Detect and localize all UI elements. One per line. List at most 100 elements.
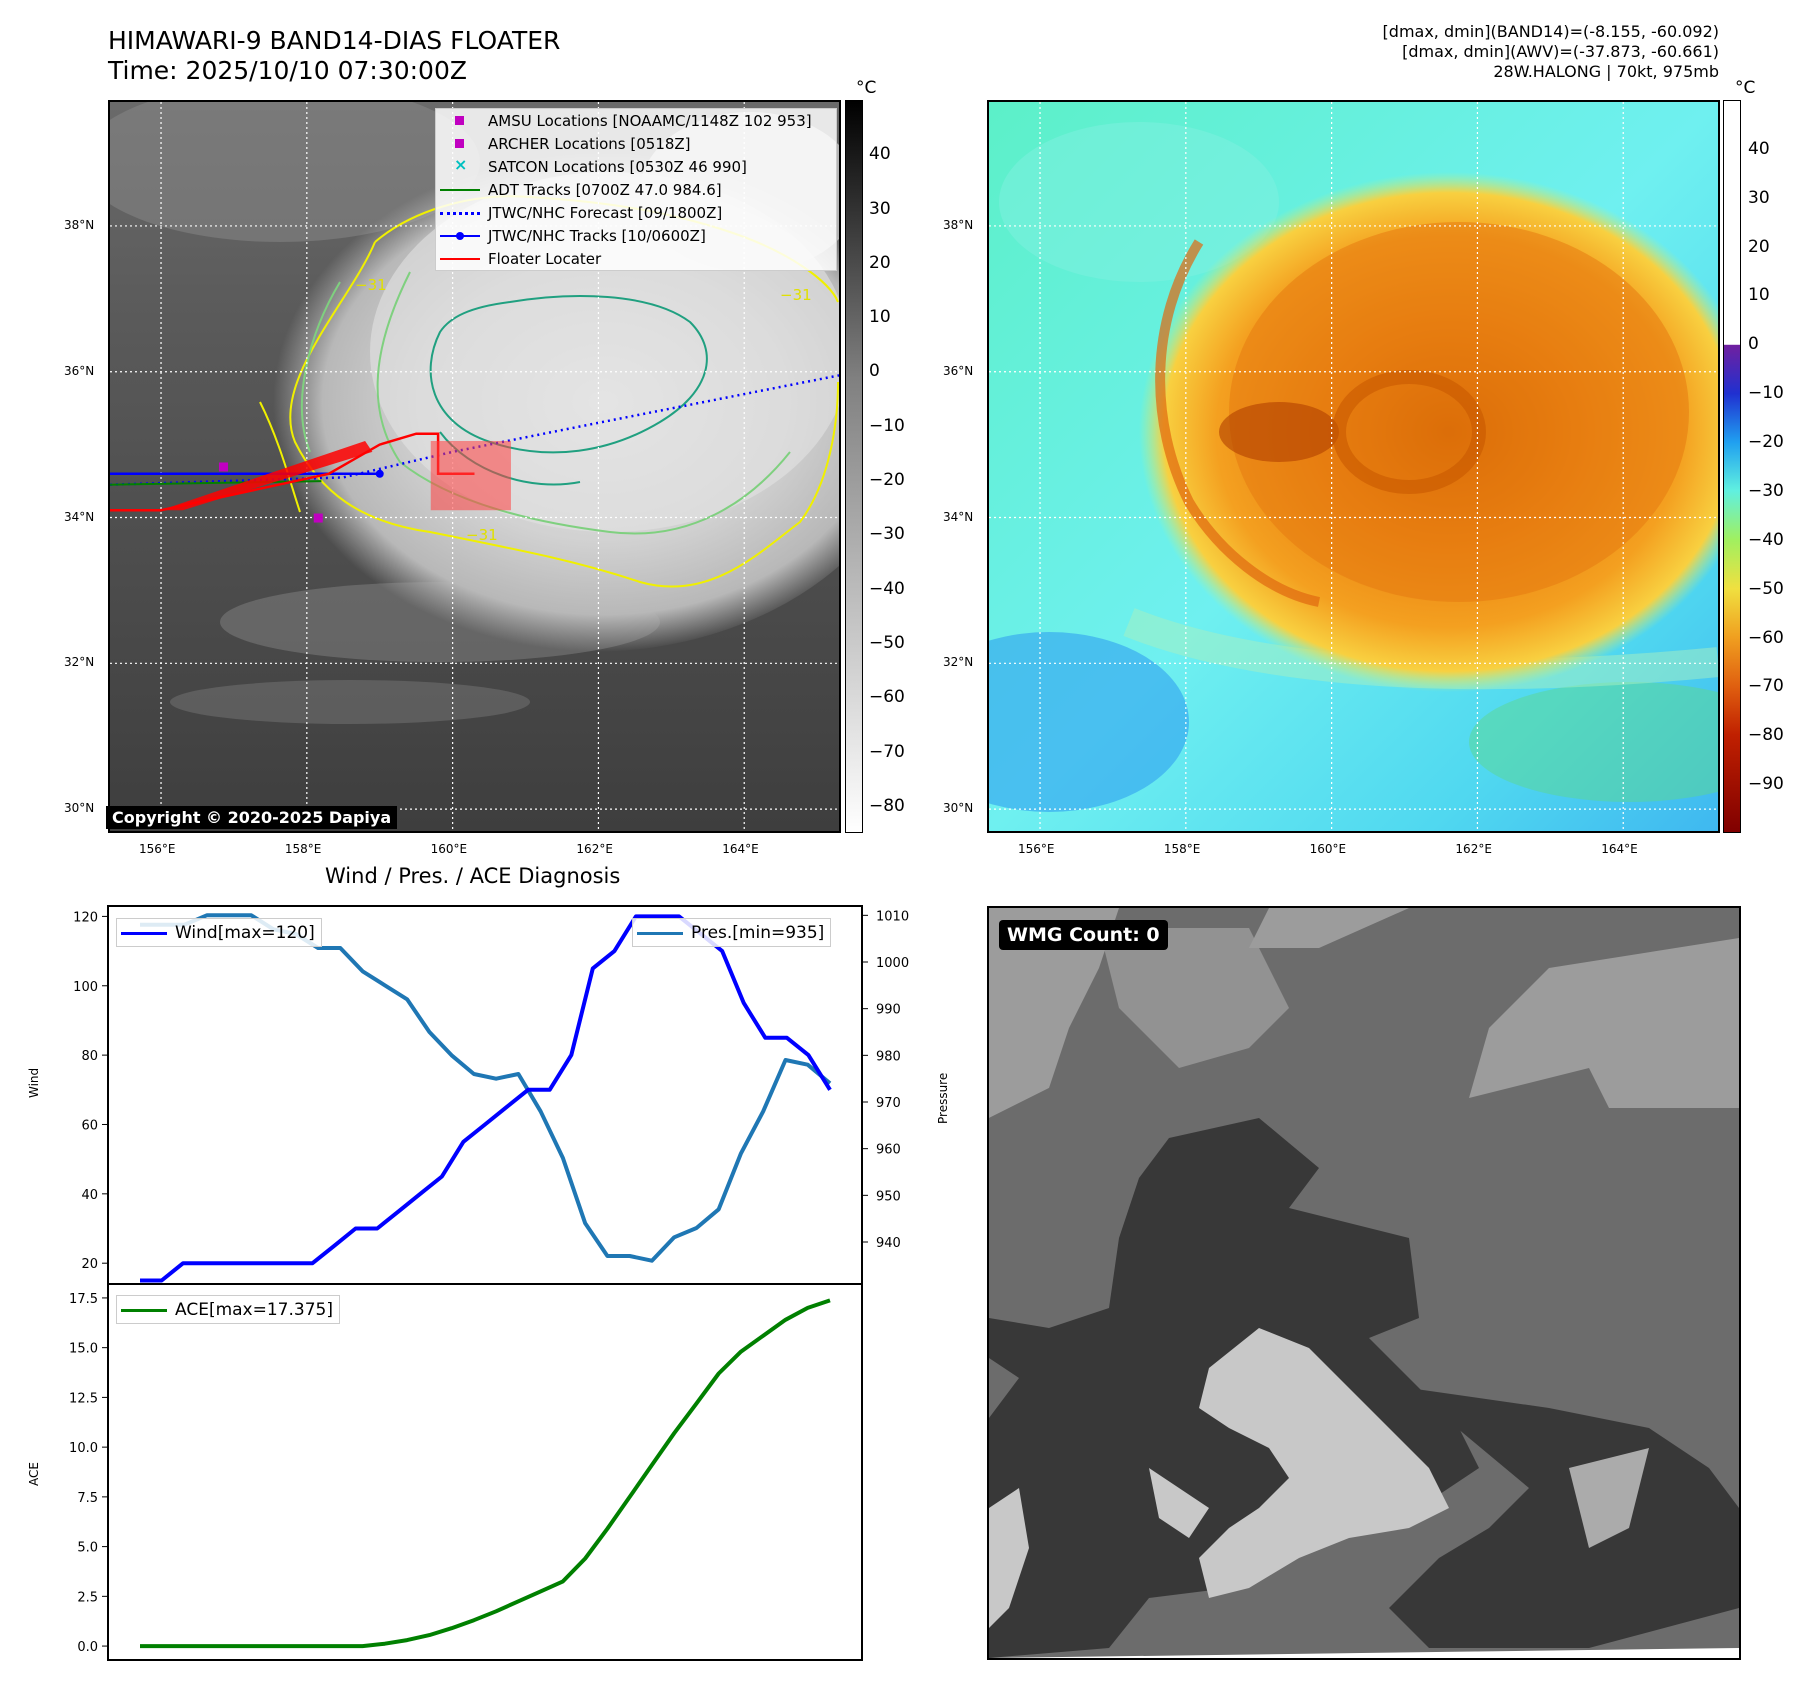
wind-tick-label: 100 <box>73 980 98 995</box>
legend-key-icon <box>440 114 480 128</box>
jtwc-forecast-line <box>110 374 839 486</box>
pressure-axis-title: Pressure <box>936 1072 950 1124</box>
lat-tick-label: 34°N <box>64 509 95 524</box>
pressure-tick-label: 980 <box>876 1049 901 1064</box>
wind-axis-title: Wind <box>27 1067 41 1098</box>
colorbar-tick-label: −10 <box>1748 383 1784 404</box>
colorbar-tick-label: −50 <box>869 632 905 653</box>
contour-label: −31 <box>780 286 812 304</box>
colorbar-tick-label: −20 <box>1748 432 1784 453</box>
wind-tick-label: 20 <box>81 1257 98 1272</box>
color-colorbar <box>1723 100 1741 833</box>
wind-series-line <box>140 914 832 1283</box>
pressure-series-line <box>140 913 832 1263</box>
ace-chart: 0.0 2.5 5.0 7.5 10.0 12.5 15.0 17.5 <box>69 1283 863 1661</box>
floater-locater-fan <box>161 441 373 511</box>
wmg-count-badge: WMG Count: 0 <box>999 920 1168 950</box>
pressure-legend-label: Pres.[min=935] <box>691 922 825 943</box>
colorbar-tick-label: −60 <box>869 687 905 708</box>
lat-tick-label: 38°N <box>943 217 974 232</box>
lat-tick-label: 32°N <box>943 655 974 670</box>
contour-label: −31 <box>466 526 498 544</box>
legend-label: ADT Tracks [0700Z 47.0 984.6] <box>488 180 722 199</box>
lat-tick-label: 30°N <box>64 801 95 816</box>
ace-tick-label: 0.0 <box>77 1640 98 1655</box>
legend-label: ARCHER Locations [0518Z] <box>488 134 691 153</box>
legend-entry: AMSU Locations [NOAAMC/1148Z 102 953] <box>436 109 836 132</box>
colorbar-tick-label: −30 <box>1748 480 1784 501</box>
colorbar-tick-label: −80 <box>869 795 905 816</box>
gray-colorbar <box>845 100 863 833</box>
floater-box <box>430 440 511 511</box>
wmg-image <box>989 908 1739 1658</box>
colorbar-tick-label: 10 <box>1748 285 1770 306</box>
colorbar-tick-label: 40 <box>1748 138 1770 159</box>
pressure-tick-label: 940 <box>876 1236 901 1251</box>
wind-pressure-chart: 20 40 60 80 100 120 940 950 960 970 980 990 1000 1010 <box>73 905 909 1285</box>
contour-label: −31 <box>355 276 387 294</box>
lon-tick-label: 156°E <box>1018 842 1055 856</box>
legend-label: SATCON Locations [0530Z 46 990] <box>488 157 747 176</box>
legend-entry: ARCHER Locations [0518Z] <box>436 132 836 155</box>
colorbar-tick-label: −20 <box>869 470 905 491</box>
lon-tick-label: 158°E <box>284 842 322 856</box>
legend-key-icon <box>440 137 480 151</box>
colorbar-tick-label: 10 <box>869 307 891 328</box>
colorbar-tick-label: −30 <box>869 524 905 545</box>
ace-series-line <box>140 1298 831 1649</box>
adt-track-line <box>110 480 322 486</box>
awv-range: [dmax, dmin](AWV)=(-37.873, -60.661) <box>1402 42 1719 61</box>
ace-tick-label: 2.5 <box>77 1590 98 1605</box>
pressure-tick-label: 970 <box>876 1096 901 1111</box>
colorbar-tick-label: −10 <box>869 415 905 436</box>
awv-map-panel <box>987 100 1720 833</box>
awv-map-image <box>989 102 1718 831</box>
lat-tick-label: 32°N <box>64 655 95 670</box>
wind-tick-label: 120 <box>73 910 98 925</box>
pressure-tick-label: 960 <box>876 1143 901 1158</box>
lon-tick-label: 164°E <box>722 842 759 856</box>
ace-tick-label: 10.0 <box>69 1441 98 1456</box>
legend-entry: ADT Tracks [0700Z 47.0 984.6] <box>436 178 836 201</box>
colorbar-tick-label: −40 <box>869 578 905 599</box>
amsu-location-marker <box>218 462 228 472</box>
lat-tick-label: 36°N <box>64 363 95 378</box>
figure-title: HIMAWARI-9 BAND14-DIAS FLOATER <box>108 26 561 55</box>
wind-legend: Wind[max=120] <box>116 918 322 947</box>
legend-entry: JTWC/NHC Tracks [10/0600Z] <box>436 224 836 247</box>
lat-tick-label: 36°N <box>943 363 974 378</box>
lon-tick-label: 162°E <box>576 842 613 856</box>
ace-legend: ACE[max=17.375] <box>116 1295 340 1324</box>
legend-entry: JTWC/NHC Forecast [09/1800Z] <box>436 201 836 224</box>
colorbar-tick-label: 20 <box>869 252 891 273</box>
colorbar-tick-label: −80 <box>1748 725 1784 746</box>
lon-tick-label: 160°E <box>1309 842 1347 856</box>
pressure-legend: Pres.[min=935] <box>632 918 832 947</box>
legend-key-icon: × <box>454 154 468 174</box>
ace-axis-title: ACE <box>27 1462 41 1486</box>
colorbar-tick-label: −50 <box>1748 578 1784 599</box>
storm-info: 28W.HALONG | 70kt, 975mb <box>1493 62 1719 81</box>
legend-key-icon <box>440 183 480 197</box>
colorbar-tick-label: 30 <box>1748 187 1770 208</box>
ace-tick-label: 12.5 <box>69 1391 98 1406</box>
colorbar-tick-label: −70 <box>1748 676 1784 697</box>
colorbar-tick-label: 30 <box>869 198 891 219</box>
legend-key-icon <box>440 206 480 220</box>
legend-entry: × SATCON Locations [0530Z 46 990] <box>436 155 836 178</box>
lon-tick-label: 160°E <box>430 842 468 856</box>
lat-tick-label: 30°N <box>943 801 974 816</box>
lat-tick-label: 38°N <box>64 217 95 232</box>
wind-tick-label: 60 <box>81 1118 98 1133</box>
lon-tick-label: 158°E <box>1163 842 1201 856</box>
gray-colorbar-unit: °C <box>856 78 877 98</box>
colorbar-tick-label: 0 <box>869 361 880 382</box>
track-legend: AMSU Locations [NOAAMC/1148Z 102 953] ARC… <box>435 108 837 271</box>
legend-key-icon <box>440 229 480 243</box>
legend-label: JTWC/NHC Tracks [10/0600Z] <box>488 226 706 245</box>
pressure-tick-label: 1000 <box>876 956 909 971</box>
wind-tick-label: 80 <box>81 1049 98 1064</box>
colorbar-tick-label: −60 <box>1748 627 1784 648</box>
ace-tick-label: 7.5 <box>77 1491 98 1506</box>
ace-chart-frame <box>107 1283 863 1661</box>
